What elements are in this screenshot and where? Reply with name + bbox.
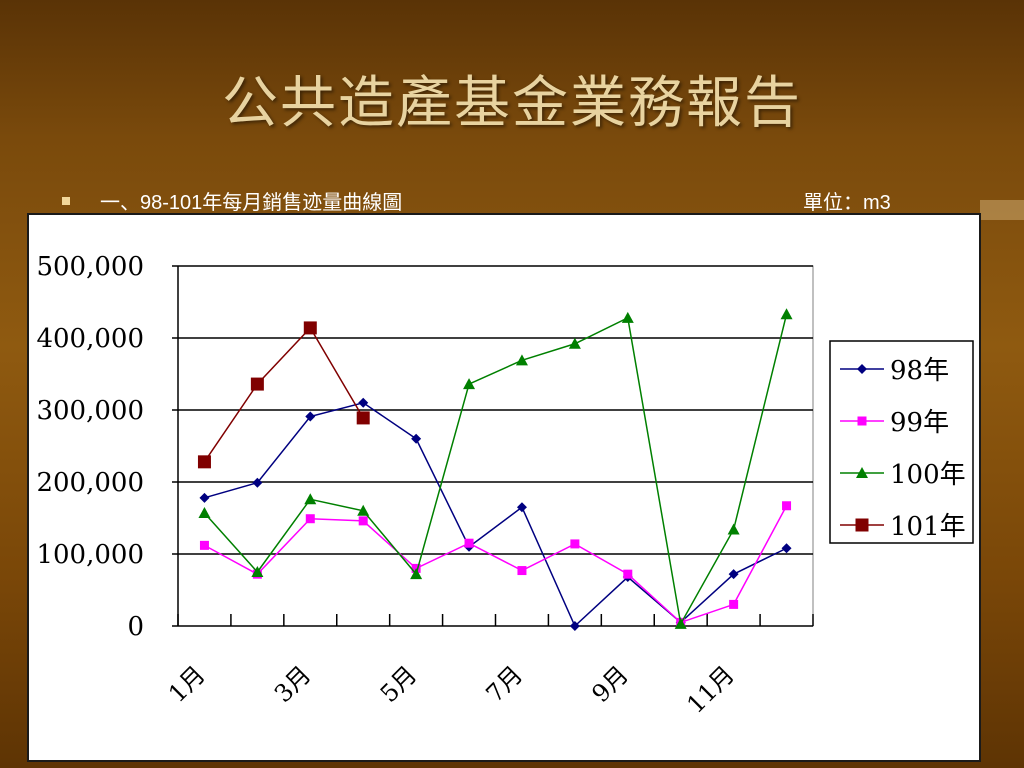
data-point-101年: [197, 455, 211, 469]
data-point-99年: [464, 538, 474, 548]
legend-marker: [855, 518, 869, 532]
x-tick-label: 1月: [163, 660, 211, 708]
slide-title: 公共造產基金業務報告: [222, 71, 802, 136]
data-point-99年: [570, 539, 580, 549]
series-line-98年: [204, 401, 787, 628]
x-tick-label: 7月: [481, 660, 529, 708]
plot-area: [177, 265, 814, 627]
data-point-98年: [305, 411, 316, 422]
line-chart: 0 100,000 200,000 300,000 400,000 500,000 1月 3月…: [36, 252, 974, 719]
decorative-shape: [980, 200, 1024, 220]
x-tick-label: 3月: [269, 660, 317, 708]
data-point-99年: [517, 566, 527, 576]
series-line-100年: [203, 314, 788, 627]
chart-panel: 0 100,000 200,000 300,000 400,000 500,000 1月 3月…: [27, 213, 981, 762]
x-tick-label: 9月: [586, 660, 634, 708]
data-point-99年: [305, 514, 315, 524]
legend-label: 98年: [890, 356, 949, 386]
data-point-100年: [674, 617, 687, 629]
data-point-98年: [516, 502, 527, 513]
legend-marker: [857, 416, 867, 426]
data-point-98年: [411, 433, 422, 444]
data-point-100年: [410, 568, 423, 580]
chart-subtitle: 一、98-101年每月銷售迹量曲線圖: [100, 192, 403, 214]
series-line-101年: [203, 326, 364, 463]
x-tick-label: 11月: [681, 660, 739, 718]
legend-marker: [856, 467, 868, 478]
data-point-100年: [515, 354, 528, 366]
data-point-98年: [728, 569, 739, 580]
y-tick-label: 300,000: [36, 396, 144, 426]
data-point-100年: [568, 337, 581, 349]
data-point-99年: [782, 501, 792, 511]
y-tick-label: 500,000: [36, 252, 144, 282]
x-tick-label: 5月: [375, 660, 423, 708]
data-point-98年: [358, 397, 369, 408]
data-point-100年: [621, 311, 634, 323]
data-point-100年: [304, 493, 317, 505]
series-line-99年: [204, 505, 788, 624]
bullet-icon: [62, 197, 70, 205]
legend-label: 100年: [890, 460, 966, 490]
data-point-99年: [199, 540, 209, 550]
data-point-100年: [463, 378, 476, 390]
data-point-98年: [781, 543, 792, 554]
data-point-101年: [303, 321, 317, 335]
data-point-99年: [358, 516, 368, 526]
y-tick-label: 100,000: [36, 540, 144, 570]
data-point-101年: [356, 411, 370, 425]
legend-label: 101年: [890, 512, 966, 542]
data-point-100年: [251, 566, 264, 577]
data-point-98年: [252, 477, 263, 488]
data-point-98年: [199, 492, 210, 503]
data-point-99年: [623, 569, 633, 579]
y-tick-label: 0: [127, 612, 144, 642]
data-point-100年: [198, 506, 211, 518]
legend-box: [829, 340, 974, 544]
data-point-100年: [357, 504, 370, 516]
data-point-100年: [727, 523, 740, 535]
y-tick-label: 400,000: [36, 324, 144, 354]
data-point-101年: [250, 377, 264, 391]
y-tick-label: 200,000: [36, 468, 144, 498]
data-point-98年: [569, 621, 580, 631]
unit-label: 單位：m3: [803, 192, 891, 214]
data-point-100年: [780, 308, 793, 320]
data-point-99年: [729, 599, 739, 609]
legend-marker: [857, 364, 867, 374]
legend-label: 99年: [890, 408, 949, 438]
